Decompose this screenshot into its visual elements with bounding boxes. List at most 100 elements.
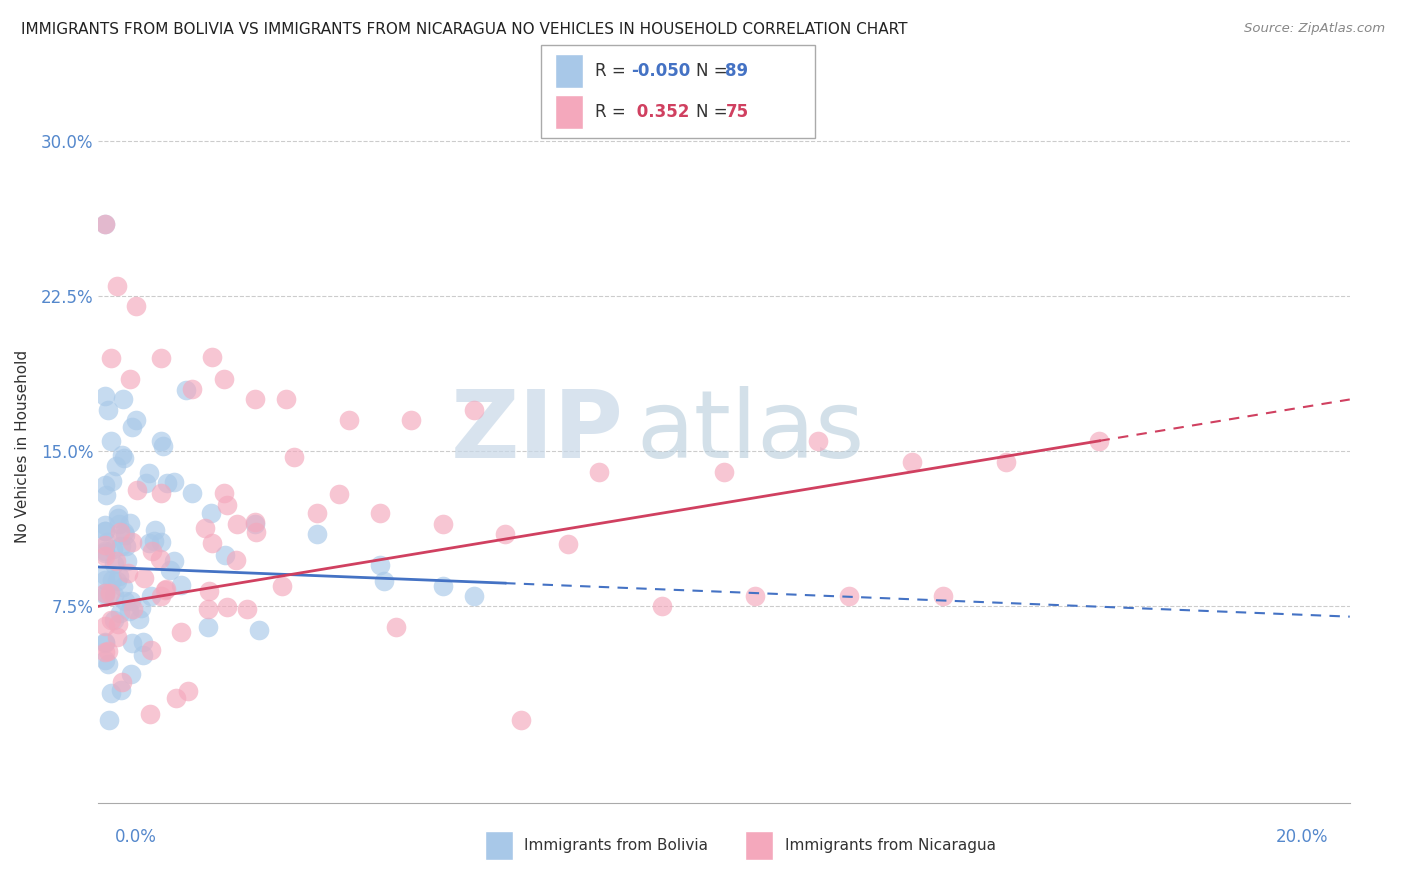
Text: ZIP: ZIP [451, 385, 624, 478]
Point [138, 466, 160, 480]
Text: 0.352: 0.352 [631, 103, 690, 121]
Point [97, 644, 120, 658]
Point [243, 516, 266, 531]
Point [509, 713, 531, 727]
Point [120, 594, 142, 608]
Point [108, 516, 131, 531]
Point [101, 475, 124, 489]
Point [127, 483, 149, 497]
Point [153, 583, 176, 598]
Point [110, 682, 132, 697]
Point [163, 553, 186, 567]
Point [170, 578, 193, 592]
Point [247, 623, 270, 637]
Point [368, 506, 391, 520]
Point [368, 558, 391, 572]
Point [197, 602, 219, 616]
Point [115, 554, 138, 568]
Point [150, 485, 173, 500]
Point [463, 402, 485, 417]
Point [93, 618, 115, 632]
Point [107, 510, 129, 524]
Point [104, 459, 127, 474]
Point [93, 538, 115, 552]
Point [141, 543, 163, 558]
Text: 0.0%: 0.0% [115, 828, 157, 846]
Point [121, 534, 143, 549]
Point [162, 475, 184, 490]
Point [97, 713, 120, 727]
Point [101, 541, 124, 556]
Point [225, 553, 247, 567]
Point [114, 594, 136, 608]
Text: N =: N = [696, 103, 733, 121]
Point [118, 605, 141, 619]
Point [107, 617, 129, 632]
Point [557, 537, 579, 551]
Point [111, 581, 134, 595]
Point [176, 383, 198, 397]
Point [838, 589, 860, 603]
Point [142, 534, 165, 549]
Text: N =: N = [696, 62, 733, 79]
Point [94, 524, 117, 538]
Point [432, 579, 454, 593]
Point [125, 413, 148, 427]
Point [93, 544, 115, 558]
Point [93, 524, 115, 538]
Point [93, 478, 115, 492]
Point [96, 535, 118, 549]
Point [181, 485, 204, 500]
Point [105, 278, 128, 293]
Point [100, 613, 122, 627]
Point [93, 549, 115, 563]
Point [650, 599, 672, 614]
Point [994, 454, 1017, 468]
Point [214, 548, 236, 562]
Point [807, 434, 830, 448]
Point [121, 667, 143, 681]
Point [96, 488, 118, 502]
Point [112, 392, 135, 407]
Point [121, 420, 143, 434]
Point [177, 684, 200, 698]
Point [283, 450, 305, 464]
Text: R =: R = [595, 62, 631, 79]
Point [307, 527, 329, 541]
Point [150, 351, 173, 365]
Point [145, 523, 167, 537]
Point [103, 588, 125, 602]
Text: Immigrants from Bolivia: Immigrants from Bolivia [524, 838, 709, 853]
Point [93, 517, 115, 532]
Point [97, 657, 120, 671]
Point [93, 217, 115, 231]
Point [103, 557, 125, 571]
Point [212, 485, 235, 500]
Point [139, 589, 162, 603]
Point [150, 434, 173, 448]
Point [105, 554, 128, 568]
Point [432, 516, 454, 531]
Point [100, 351, 122, 365]
Point [93, 653, 115, 667]
Text: 89: 89 [725, 62, 748, 79]
Point [307, 506, 329, 520]
Point [271, 579, 294, 593]
Point [139, 642, 162, 657]
Point [197, 584, 219, 599]
Point [93, 586, 115, 600]
Point [150, 535, 173, 549]
Point [463, 589, 485, 603]
Point [107, 507, 129, 521]
Y-axis label: No Vehicles in Household: No Vehicles in Household [15, 350, 30, 542]
Point [93, 636, 115, 650]
Point [105, 574, 128, 588]
Point [1088, 434, 1111, 448]
Point [900, 454, 922, 468]
Point [114, 540, 136, 554]
Point [111, 448, 134, 462]
Point [134, 572, 156, 586]
Point [384, 620, 406, 634]
Point [118, 516, 141, 530]
Point [245, 515, 267, 529]
